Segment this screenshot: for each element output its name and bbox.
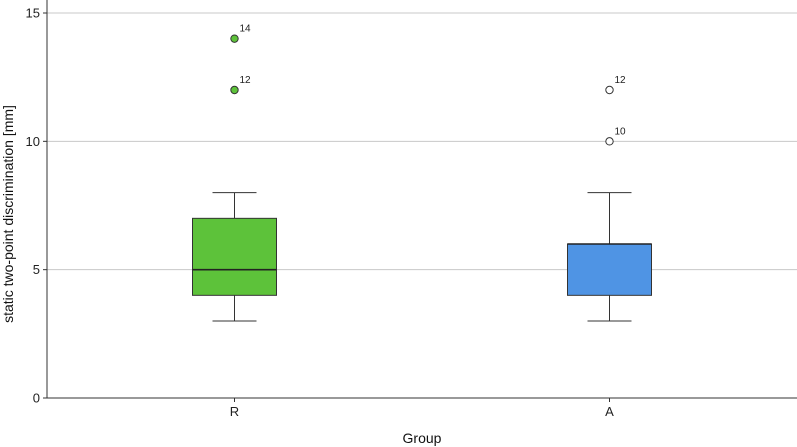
box-group-A: 12 10 bbox=[567, 75, 652, 322]
outlier-point bbox=[230, 85, 239, 95]
x-tick-label: A bbox=[605, 404, 614, 419]
y-tick-labels: 0 5 10 15 bbox=[26, 6, 47, 406]
box-iqr bbox=[192, 217, 277, 296]
y-tick-label: 0 bbox=[33, 391, 40, 406]
x-axis-title: Group bbox=[403, 430, 442, 446]
y-tick-label: 5 bbox=[33, 262, 40, 277]
outlier-point bbox=[605, 137, 614, 146]
outlier-point bbox=[605, 85, 614, 95]
outlier-label: 12 bbox=[240, 75, 252, 86]
boxes: 14 12 12 10 bbox=[192, 24, 652, 322]
x-tick-label: R bbox=[230, 404, 239, 419]
outlier-label: 12 bbox=[615, 75, 627, 86]
y-tick-label: 15 bbox=[26, 6, 40, 21]
outlier-label: 14 bbox=[240, 24, 252, 35]
box-iqr bbox=[567, 243, 652, 296]
gridlines bbox=[47, 12, 797, 271]
outlier-label: 10 bbox=[615, 126, 627, 137]
y-tick-label: 10 bbox=[26, 134, 40, 149]
box-group-R: 14 12 bbox=[192, 24, 277, 322]
outlier-point bbox=[230, 34, 239, 43]
y-axis-title: static two-point discrimination [mm] bbox=[0, 105, 16, 323]
